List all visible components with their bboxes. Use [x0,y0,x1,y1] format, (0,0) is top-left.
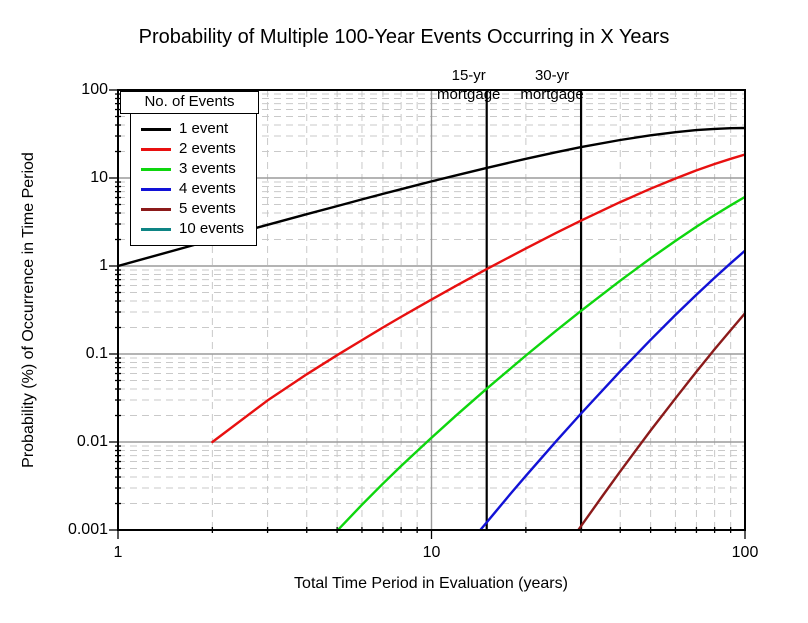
legend-item: 1 event [131,119,256,139]
legend-item: 3 events [131,159,256,179]
series-line-4-events [478,249,745,530]
vline-label-line1: 15-yr [451,67,486,84]
legend-item-label: 10 events [179,220,245,237]
vline-label-30yr-mortgage: 30-yr mortgage [507,66,597,104]
vline-label-line2: mortgage [437,86,501,103]
chart-title: Probability of Multiple 100-Year Events … [138,26,670,48]
legend-item: 5 events [131,199,256,219]
series-line-2-events [211,153,745,444]
x-tick-label: 1 [113,544,123,561]
plot-frame [117,89,746,531]
legend-item-label: 3 events [179,160,236,177]
legend-line-swatch [141,187,171,191]
y-tick-label: 1 [99,257,108,274]
legend-item: 10 events [131,219,256,239]
legend-title: No. of Events [120,91,259,114]
y-tick-label: 0.01 [76,433,108,450]
x-tick-label: 10 [422,544,441,561]
y-axis-title: Probability (%) of Occurrence in Time Pe… [20,152,37,468]
major-gridlines [118,90,745,530]
vline-label-15yr-mortgage: 15-yr mortgage [424,66,514,104]
legend-line-swatch [141,227,171,231]
legend-item-label: 2 events [179,140,236,157]
legend-line-swatch [141,127,171,131]
legend-line-swatch [141,167,171,171]
legend-item-label: 1 event [179,120,229,137]
legend-item: 2 events [131,139,256,159]
vline-label-line2: mortgage [520,86,584,103]
legend-line-swatch [141,207,171,211]
x-axis-title: Total Time Period in Evaluation (years) [294,575,568,592]
y-tick-label: 0.1 [85,345,108,362]
y-tick-label: 10 [90,169,108,186]
vline-label-line1: 30-yr [534,67,570,84]
series-line-1-event [118,126,745,268]
y-tick-label: 100 [81,81,108,98]
legend-line-swatch [141,147,171,151]
y-tick-label: 0.001 [67,521,108,538]
series-line-3-events [336,195,745,530]
series-line-5-events [576,312,745,530]
legend-item-label: 4 events [179,180,236,197]
legend-item-label: 5 events [179,200,236,217]
x-tick-label: 100 [731,544,759,561]
legend-item: 4 events [131,179,256,199]
legend: 1 event 2 events 3 events 4 events 5 events 1… [130,113,257,246]
